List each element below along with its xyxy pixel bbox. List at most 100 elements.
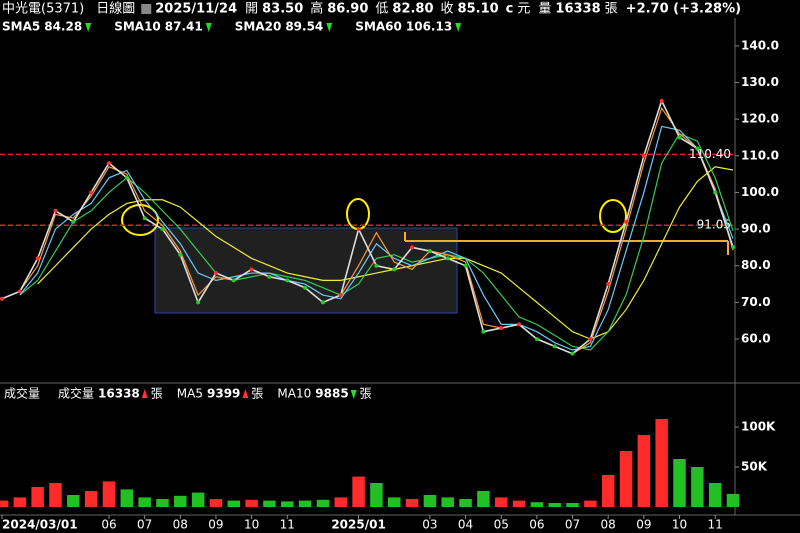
x-tick-label: 10 xyxy=(244,518,259,532)
volume-bar xyxy=(637,435,651,507)
price-point xyxy=(374,263,379,268)
legend-value: 89.54 xyxy=(285,20,323,34)
price-point xyxy=(106,161,111,166)
ma-line xyxy=(37,166,734,340)
stock-name: 中光電(5371) xyxy=(2,2,84,17)
highlight-circle xyxy=(121,204,159,236)
quote-label: 高 xyxy=(310,1,323,17)
price-point xyxy=(142,216,147,221)
volume-bar xyxy=(673,459,686,507)
trend-arrow xyxy=(242,389,249,398)
y-tick-label: 90.0 xyxy=(741,222,771,236)
x-tick-label: 10 xyxy=(672,518,687,532)
legend-unit: 張 xyxy=(251,387,263,401)
quote-value: 85.10 xyxy=(458,2,499,17)
price-point xyxy=(499,326,504,331)
volume-bar xyxy=(263,500,276,507)
trend-arrow xyxy=(326,23,333,32)
date: 2025/11/24 xyxy=(155,2,237,17)
price-point xyxy=(624,219,629,224)
quote-label: 開 xyxy=(245,2,258,17)
quote-value: 86.90 xyxy=(327,2,368,17)
range-box xyxy=(154,227,458,314)
y-tick-label: 100K xyxy=(741,420,776,434)
ma-line xyxy=(19,133,734,351)
x-tick-label: 04 xyxy=(458,518,473,532)
volume-bar xyxy=(227,500,241,507)
volume-bar xyxy=(298,500,312,507)
legend-name: SMA5 xyxy=(2,20,40,34)
x-tick-label: 2024/03/01 xyxy=(2,518,78,532)
legend-name: MA10 xyxy=(277,387,311,401)
x-tick-label: 2025/01 xyxy=(331,518,385,532)
x-tick-label: 09 xyxy=(636,518,651,532)
volume-bar xyxy=(84,491,98,507)
plot-layer: 中光電(5371) 日線圖 2025/11/24 開 83.50 高 86.90 低 82.80… xyxy=(0,1,779,532)
mark: c xyxy=(506,2,514,17)
x-tick-label: 03 xyxy=(422,518,437,532)
y-tick-label: 50K xyxy=(741,460,768,474)
trend-arrow xyxy=(455,23,462,32)
y-tick-label: 100.0 xyxy=(741,185,779,199)
volume-bar xyxy=(191,492,205,507)
volume-bar xyxy=(334,497,347,507)
price-point xyxy=(463,263,468,268)
legend-value: 87.41 xyxy=(165,20,203,34)
period: 日線圖 xyxy=(96,1,135,17)
x-tick-label: 09 xyxy=(208,518,223,532)
x-tick-label: 06 xyxy=(529,518,544,532)
legend-unit: 張 xyxy=(151,387,163,401)
price-point xyxy=(178,252,183,257)
volume-bar xyxy=(708,483,722,507)
legend-name: MA5 xyxy=(177,387,203,401)
volume-bar xyxy=(512,500,526,507)
volume-bar xyxy=(0,500,9,507)
legend-value: 84.28 xyxy=(44,20,82,34)
volume-bar xyxy=(49,483,62,507)
volume-bar xyxy=(405,499,419,507)
volume-bar xyxy=(601,475,615,507)
price-point xyxy=(160,227,165,232)
price-point xyxy=(427,249,432,254)
price-point xyxy=(89,190,94,195)
price-point xyxy=(267,274,272,279)
volume-bar xyxy=(281,501,294,507)
price-point xyxy=(606,282,611,287)
volume-bar xyxy=(174,495,187,507)
volume-bar xyxy=(584,500,597,507)
price-point xyxy=(17,289,22,294)
legend-value: 106.13 xyxy=(406,20,452,34)
legend-name: SMA20 xyxy=(235,20,282,34)
volume-bar xyxy=(156,499,169,507)
volume-bar xyxy=(352,476,365,507)
reference-label: 91.05 xyxy=(697,218,731,232)
price-line xyxy=(1,98,734,355)
price-point xyxy=(445,256,450,261)
price-point xyxy=(392,267,397,272)
currency: 元 xyxy=(517,2,530,17)
price-point xyxy=(35,256,40,261)
y-tick-label: 60.0 xyxy=(741,332,771,346)
volume-bar xyxy=(316,499,330,507)
price-point xyxy=(124,175,129,180)
pane-title: 成交量 xyxy=(4,386,40,401)
volume-bar xyxy=(655,419,668,507)
volume-bar xyxy=(726,493,740,507)
price-point xyxy=(641,153,646,158)
price-point xyxy=(695,146,700,151)
price-point xyxy=(338,293,343,298)
icon xyxy=(141,4,152,14)
price-point xyxy=(731,245,735,250)
price-point xyxy=(231,278,236,283)
price-point xyxy=(303,285,308,290)
legend-name: SMA60 xyxy=(355,20,402,34)
price-point xyxy=(249,267,254,272)
legend-name: 成交量 xyxy=(58,386,94,401)
price-point xyxy=(213,271,218,276)
volume-bar xyxy=(370,483,383,507)
price-point xyxy=(517,322,522,327)
volume-bar xyxy=(245,499,258,507)
trend-arrow xyxy=(141,389,148,398)
volume-bar xyxy=(31,487,44,507)
price-point xyxy=(677,135,682,140)
